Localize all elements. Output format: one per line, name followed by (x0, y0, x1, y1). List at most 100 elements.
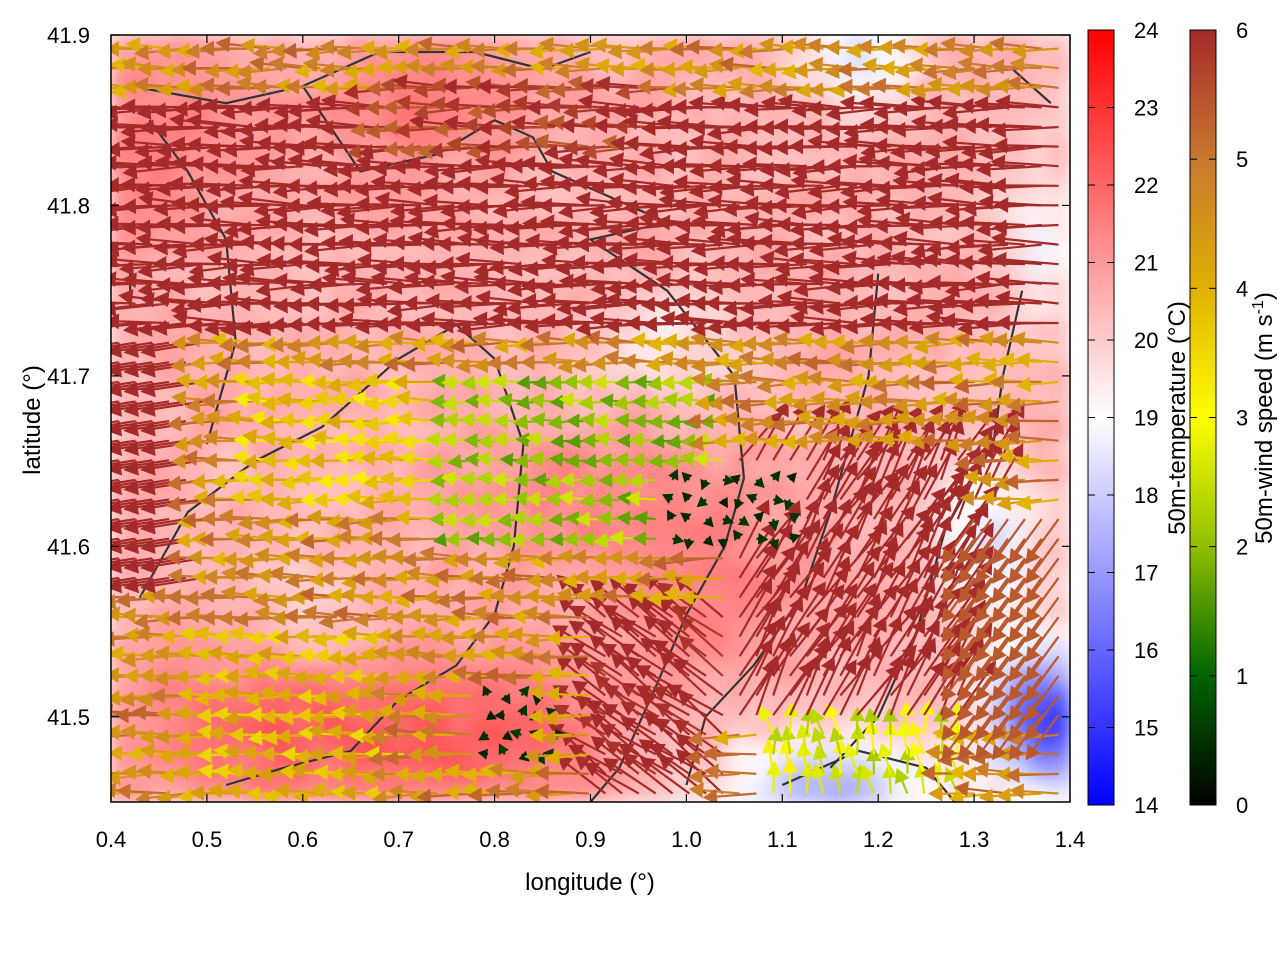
wind-arrow (702, 535, 714, 547)
heat-cell (348, 456, 373, 482)
heat-cell (848, 779, 873, 802)
wind-arrow (683, 538, 695, 550)
heat-cell (268, 739, 293, 764)
heat-cell (788, 477, 813, 502)
heat-cell (908, 779, 933, 802)
wind-arrow (545, 630, 589, 646)
wind-arrow (713, 730, 757, 746)
x-tick-label: 0.5 (192, 827, 223, 852)
heat-cell (408, 416, 433, 441)
wind-arrow (111, 478, 119, 483)
wind-arrow (652, 686, 707, 717)
wind-arrow (535, 649, 589, 666)
wind-arrow (111, 537, 136, 544)
wind-arrow (115, 783, 170, 800)
heat-cell (748, 759, 773, 784)
heat-cell (208, 537, 233, 562)
wind-colorbar: 0 1 2 3 4 5 6 50m-wind speed (m s-1) (1189, 18, 1278, 818)
heat-cell (748, 456, 773, 482)
wind-arrow (1025, 518, 1060, 565)
heat-cell (1028, 416, 1053, 441)
wind-arrow (210, 687, 253, 704)
wind-arrow (953, 781, 1009, 797)
wind-arrow (426, 687, 472, 704)
wind-arrow (772, 540, 809, 599)
wind-arrow (889, 653, 916, 716)
wind-arrow (681, 471, 693, 483)
wind-arrow (111, 420, 119, 424)
wind-arrow (535, 609, 589, 626)
wind-arrow (680, 512, 692, 523)
wind-arrow (805, 583, 845, 638)
wind-arrow (534, 765, 589, 781)
wind-arrow (1025, 636, 1060, 682)
x-tick-label: 1.4 (1055, 827, 1086, 852)
wind-arrow (111, 105, 119, 109)
heat-cell (668, 517, 693, 542)
wind-arrow (822, 460, 858, 520)
wind-arrow (882, 707, 899, 735)
wind-arrow (111, 400, 119, 404)
wind-arrow (789, 581, 826, 638)
temperature-colorbar: 14 15 16 17 18 19 20 21 22 23 24 50m-temperature (… (1087, 18, 1191, 818)
wind-arrow (1025, 538, 1060, 584)
heat-cell (728, 456, 753, 482)
wind-arrow (737, 515, 750, 526)
y-tick-label: 41.5 (47, 705, 90, 730)
wind-arrow (623, 549, 673, 566)
heat-cell (708, 638, 733, 663)
wind-arrow (894, 767, 910, 794)
wind-arrow (738, 638, 773, 697)
wind-arrow (856, 592, 883, 657)
heat-cell (1048, 73, 1070, 98)
x-tick-label: 1.3 (959, 827, 990, 852)
wind-arrow (632, 531, 656, 547)
wind-arrow (571, 680, 623, 717)
heat-cell (848, 53, 873, 78)
wind-arrow (877, 742, 893, 775)
wind-arrow (540, 729, 589, 746)
wind-arrow (782, 702, 799, 735)
colorbar-tick-label: 3 (1236, 406, 1248, 431)
wind-arrow (865, 746, 882, 774)
wind-arrow (822, 659, 857, 716)
heat-cell (1048, 497, 1070, 522)
wind-arrow (909, 741, 926, 775)
wind-arrow (569, 642, 623, 677)
wind-arrow (410, 704, 455, 721)
heat-cell (368, 557, 393, 582)
x-tick-label: 1.1 (767, 827, 798, 852)
wind-arrow (556, 755, 607, 795)
heat-cell (1048, 275, 1070, 300)
wind-arrow (111, 576, 119, 581)
colorbar-tick-label: 19 (1134, 406, 1158, 431)
plot-area (110, 34, 1071, 803)
heat-cell (508, 719, 533, 744)
heat-cell (548, 779, 573, 802)
wind-arrow (111, 243, 119, 247)
heat-cell (888, 779, 913, 802)
wind-label-superscript: -1 (1250, 300, 1267, 314)
wind-arrow (668, 550, 723, 567)
heat-cell (788, 315, 813, 340)
wind-arrow (1025, 714, 1060, 761)
heat-cell (428, 53, 453, 78)
heat-cell (688, 557, 713, 582)
heat-cell (648, 779, 673, 802)
wind-arrow (881, 763, 898, 794)
colorbar-tick-label: 5 (1236, 147, 1248, 172)
colorbar-tick-label: 4 (1236, 276, 1248, 301)
wind-arrow (1005, 767, 1059, 784)
x-tick-label: 0.8 (479, 827, 510, 852)
wind-arrow (534, 783, 589, 800)
wind-arrow (975, 518, 1009, 565)
wind-arrow (996, 787, 1042, 802)
wind-arrow (658, 598, 707, 638)
heat-cell (1048, 154, 1070, 179)
wind-arrow (111, 301, 119, 305)
wind-arrow (385, 532, 438, 548)
wind-colorbar-label: 50m-wind speed (m s-1) (1250, 292, 1278, 544)
colorbar-tick-label: 6 (1236, 18, 1248, 43)
wind-arrow (805, 635, 832, 696)
wind-arrow (717, 538, 729, 550)
